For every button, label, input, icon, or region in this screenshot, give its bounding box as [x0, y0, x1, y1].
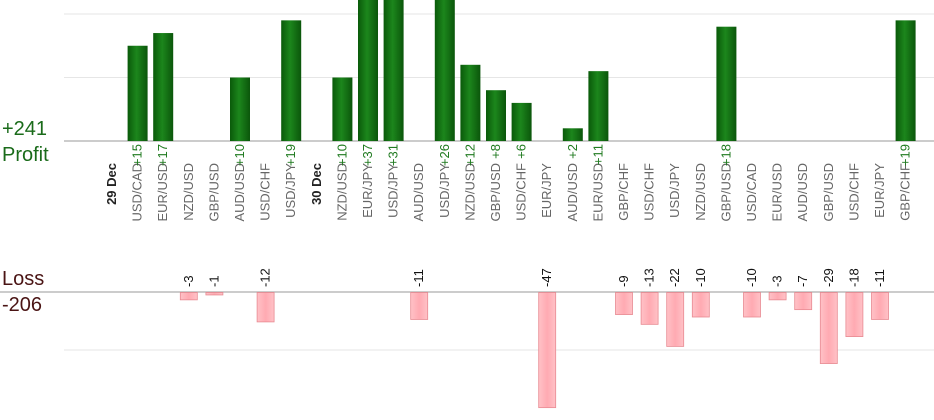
loss-value-label: -1 [206, 275, 221, 287]
profit-bar [486, 90, 506, 141]
pair-label: EUR/USD [155, 163, 170, 222]
pair-label: USD/CHF [258, 163, 273, 221]
loss-value-label: -9 [616, 275, 631, 287]
profit-value-label: +10 [232, 144, 247, 166]
profit-value-label: +19 [283, 144, 298, 166]
day-label: 30 Dec [309, 163, 324, 205]
loss-value-label: -10 [693, 268, 708, 287]
loss-label: Loss [2, 268, 45, 290]
profit-bar [895, 20, 916, 142]
profit-value-label: +8 [488, 144, 503, 159]
pair-label: USD/JPY [667, 163, 682, 218]
pair-label: USD/CAD [744, 163, 759, 222]
pair-label: USD/CHF [514, 163, 529, 221]
profit-value-label: +11 [590, 144, 605, 165]
loss-value-label: -22 [667, 268, 682, 287]
pair-label: NZD/USD [693, 163, 708, 221]
loss-bar [410, 292, 429, 320]
loss-bar [256, 292, 275, 323]
loss-value-label: -3 [770, 275, 785, 287]
pair-label: USD/JPY [283, 163, 298, 218]
pair-label: GBP/USD [718, 163, 733, 222]
pair-label: AUD/USD [565, 163, 580, 222]
profit-bar [127, 45, 148, 141]
pair-label: EUR/JPY [539, 163, 554, 218]
profit-bar [511, 102, 532, 141]
pair-label: USD/CHF [642, 163, 657, 221]
profit-bar [153, 33, 174, 141]
loss-bar [845, 292, 864, 337]
pair-label: EUR/USD [770, 163, 785, 222]
profit-bar [281, 20, 302, 142]
profit-bar [434, 0, 455, 142]
loss-value-label: -13 [642, 268, 657, 287]
loss-value-label: -29 [821, 268, 836, 287]
loss-bar [640, 292, 659, 325]
loss-value-label: -7 [795, 275, 810, 287]
pair-label: GBP/CHF [616, 163, 631, 221]
loss-value-label: -11 [872, 269, 887, 287]
pair-label: GBP/USD [488, 163, 503, 222]
loss-bar [794, 292, 813, 311]
loss-bar [768, 292, 787, 301]
loss-value-label: -47 [539, 268, 554, 287]
pair-label: AUD/USD [411, 163, 426, 222]
day-label: 29 Dec [104, 163, 119, 205]
profit-bar [562, 128, 583, 141]
profit-value-label: +17 [155, 144, 170, 166]
pair-label: NZD/USD [462, 163, 477, 221]
profit-value-label: +15 [130, 144, 145, 166]
loss-bar [666, 292, 685, 347]
pair-label: GBP/CHF [898, 163, 913, 221]
loss-bar [871, 292, 889, 320]
pair-label: NZD/USD [181, 163, 196, 221]
profit-bar [716, 26, 737, 142]
pair-label: USD/CHF [846, 163, 861, 221]
total-loss-value: -206 [2, 294, 43, 316]
profit-value-label: +37 [360, 144, 375, 166]
loss-bar [819, 292, 838, 364]
profit-value-label: +18 [718, 144, 733, 166]
loss-bar [179, 292, 198, 301]
loss-bar [691, 292, 710, 318]
total-profit-value: +241 [2, 118, 48, 140]
loss-bar [615, 292, 633, 315]
loss-bar [743, 292, 761, 318]
loss-value-label: -11 [411, 269, 426, 287]
loss-value-label: -12 [258, 268, 273, 287]
profit-bar [383, 0, 404, 142]
profit-value-label: +26 [437, 144, 452, 166]
pair-label: GBP/USD [821, 163, 836, 222]
loss-value-label: -18 [846, 268, 861, 287]
loss-bar [538, 292, 557, 409]
profit-value-label: +6 [514, 144, 529, 159]
profit-value-label: +10 [334, 144, 349, 166]
pair-label: AUD/USD [232, 163, 247, 222]
profit-value-label: +2 [565, 144, 580, 159]
pair-label: USD/JPY [386, 163, 401, 218]
pair-label: USD/CAD [130, 163, 145, 222]
pair-label: EUR/USD [590, 163, 605, 222]
pair-label: EUR/JPY [360, 163, 375, 218]
loss-value-label: -3 [181, 275, 196, 287]
pair-label: GBP/USD [206, 163, 221, 222]
profit-bar [358, 0, 378, 141]
profit-label: Profit [2, 144, 49, 166]
pair-label: EUR/JPY [872, 163, 887, 218]
profit-value-label: +19 [898, 144, 913, 166]
profit-bar [332, 77, 353, 141]
pair-label: USD/JPY [437, 163, 452, 218]
pair-label: NZD/USD [334, 163, 349, 221]
profit-bar [460, 64, 481, 141]
profit-bar [230, 77, 250, 141]
profit-bar [588, 71, 609, 141]
loss-bar [205, 292, 224, 296]
loss-value-label: -10 [744, 268, 759, 287]
pair-label: AUD/USD [795, 163, 810, 222]
profit-value-label: +12 [462, 144, 477, 166]
profit-value-label: +31 [386, 144, 401, 166]
